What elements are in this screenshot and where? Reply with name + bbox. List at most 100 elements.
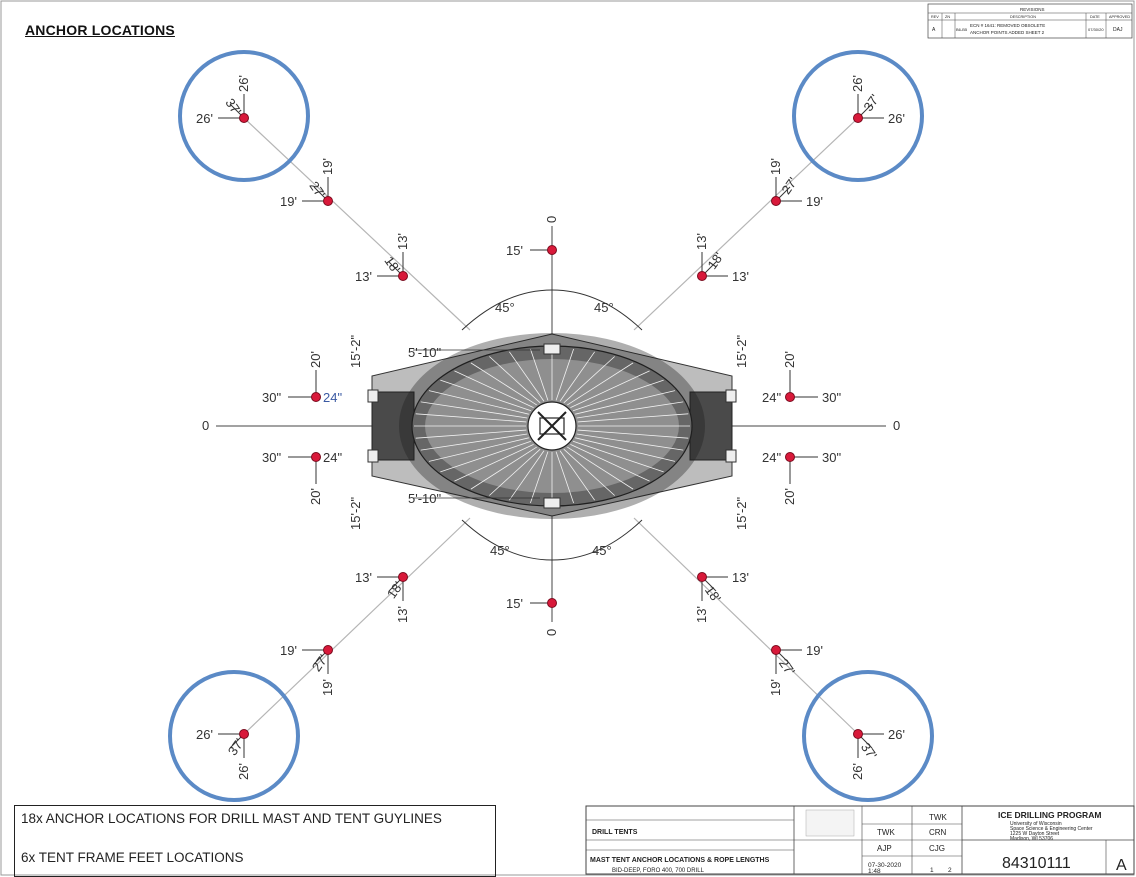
tent-spoke [415, 413, 527, 423]
frame-height-tr: 15'-2" [734, 334, 749, 368]
tent-spoke [470, 362, 537, 406]
svg-text:B6-B5: B6-B5 [956, 27, 968, 32]
notes-box: 18x ANCHOR LOCATIONS FOR DRILL MAST AND … [14, 805, 496, 877]
side-anchor-right-lower: 30" 20' 24" [762, 450, 841, 505]
anchor-label-diagonal: 27' [776, 656, 798, 678]
svg-text:A: A [1116, 857, 1127, 874]
svg-text:TWK: TWK [877, 828, 895, 837]
svg-text:20': 20' [308, 351, 323, 368]
tent-spoke [576, 401, 684, 419]
anchor-label-horizontal: 13' [355, 269, 372, 284]
diagonal-anchor-top-right-outer: 26'26'37' [850, 75, 905, 126]
svg-text:20': 20' [782, 488, 797, 505]
anchor-label-vertical: 13' [395, 233, 410, 250]
anchor-label-horizontal: 19' [806, 643, 823, 658]
tent-spoke [575, 390, 676, 415]
tent-spoke [559, 351, 595, 402]
svg-text:ANCHOR POINTS ADDED SHEET 2: ANCHOR POINTS ADDED SHEET 2 [970, 30, 1045, 35]
svg-text:24": 24" [323, 450, 342, 465]
svg-text:30": 30" [822, 450, 841, 465]
tent-spoke [440, 379, 532, 412]
tent-spoke [530, 348, 549, 401]
tent-spoke [415, 429, 527, 439]
diagonal-anchor-top-left-mid: 19'19'27' [280, 158, 335, 209]
svg-text:APPROVED: APPROVED [1109, 15, 1130, 19]
anchor-label-horizontal: 13' [355, 570, 372, 585]
svg-text:ECN # 1641: REMOVED OBSOLETE: ECN # 1641: REMOVED OBSOLETE [970, 23, 1045, 28]
svg-text:30": 30" [262, 450, 281, 465]
anchor-label-horizontal: 19' [280, 194, 297, 209]
svg-text:REV: REV [931, 15, 939, 19]
diagonal-anchor-top-right-inner: 13'13'18' [694, 233, 749, 284]
svg-text:30": 30" [822, 390, 841, 405]
svg-text:1:48: 1:48 [868, 868, 881, 875]
tent-plan [367, 333, 737, 519]
tent-spoke [576, 433, 684, 451]
anchor-label-vertical: 13' [694, 606, 709, 623]
svg-text:15': 15' [506, 243, 523, 258]
svg-text:1: 1 [930, 867, 934, 874]
anchor-label-horizontal: 19' [806, 194, 823, 209]
axis-anchor-bottom: 15' [506, 596, 557, 611]
anchor-label-vertical: 26' [236, 763, 251, 780]
anchor-label-horizontal: 13' [732, 570, 749, 585]
tent-spoke [572, 440, 664, 473]
anchor-label-diagonal: 18' [704, 249, 726, 271]
anchor-label-horizontal: 13' [732, 269, 749, 284]
note-anchor-count: 18x ANCHOR LOCATIONS FOR DRILL MAST AND … [21, 811, 442, 826]
frame-height-tl: 15'-2" [348, 334, 363, 368]
tent-spoke [454, 370, 534, 408]
highlight-ring-top-right [792, 50, 924, 182]
tent-spoke [572, 379, 664, 412]
svg-text:24": 24" [762, 390, 781, 405]
axis-label-left: 0 [202, 418, 209, 433]
svg-text:AJP: AJP [877, 844, 892, 853]
anchor-label-diagonal: 37' [860, 91, 882, 113]
tent-spoke [530, 451, 549, 504]
highlight-ring-bottom-left [168, 670, 300, 802]
side-anchor-left-lower: 30" 20' 24" [262, 450, 342, 505]
angle-label-top-right: 45° [594, 300, 614, 315]
tent-spoke [420, 401, 528, 419]
axis-label-right: 0 [893, 418, 900, 433]
tent-spoke [563, 356, 615, 404]
highlight-ring-bottom-right [802, 670, 934, 802]
tent-spoke [570, 370, 650, 408]
diagonal-anchor-top-left-inner: 13'13'18' [355, 233, 410, 284]
tent-spoke [577, 429, 689, 439]
svg-text:20': 20' [782, 351, 797, 368]
frame-height-br: 15'-2" [734, 496, 749, 530]
diagonal-anchor-bottom-left-mid: 19'19'27' [280, 643, 335, 696]
svg-text:07/30/20: 07/30/20 [1088, 27, 1104, 32]
anchor-label-horizontal: 26' [196, 727, 213, 742]
svg-text:CJG: CJG [929, 844, 945, 853]
tent-spoke [555, 348, 574, 401]
tent-spoke [489, 448, 541, 496]
svg-text:Madison, WI 53706: Madison, WI 53706 [1010, 836, 1053, 842]
tent-spoke [428, 390, 529, 415]
tent-width-bottom: 5'-10" [408, 491, 442, 506]
axis-label-bottom: 0 [544, 629, 559, 636]
axis-anchor-top: 15' [506, 243, 557, 258]
angle-label-top-left: 45° [495, 300, 515, 315]
svg-text:1225 W Dayton Street: 1225 W Dayton Street [1010, 831, 1060, 837]
tent-spoke [489, 356, 541, 404]
angle-arcs [461, 289, 643, 561]
tent-spoke [509, 351, 545, 402]
diagonal-anchor-bottom-left-outer: 26'26'37' [196, 727, 251, 780]
diagonal-anchor-top-left-outer: 26'26'37' [196, 75, 251, 126]
svg-text:DESCRIPTION: DESCRIPTION [1010, 15, 1036, 19]
svg-text:DRILL TENTS: DRILL TENTS [592, 829, 638, 836]
tent-spoke [575, 437, 676, 462]
anchor-label-vertical: 19' [768, 158, 783, 175]
svg-text:Space Science & Engineering Ce: Space Science & Engineering Center [1010, 826, 1093, 832]
diagonal-guylines [243, 117, 859, 735]
tent-spoke [559, 450, 595, 501]
diagonal-anchor-bottom-right-outer: 26'26'37' [850, 727, 905, 780]
svg-text:84310111: 84310111 [1002, 855, 1071, 872]
anchor-label-vertical: 26' [236, 75, 251, 92]
svg-text:REVISIONS: REVISIONS [1020, 7, 1045, 12]
tent-spoke [420, 433, 528, 451]
side-anchor-right-upper: 30" 20' 24" [762, 351, 841, 405]
